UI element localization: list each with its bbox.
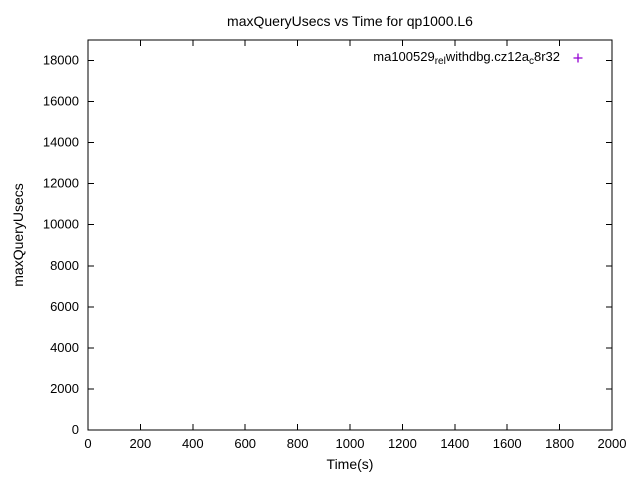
legend-label-segment: withdbg.cz12a — [445, 49, 529, 64]
legend-label-segment: ma100529 — [373, 49, 435, 64]
x-tick-label: 800 — [287, 436, 309, 451]
y-tick-label: 4000 — [50, 340, 79, 355]
chart-title: maxQueryUsecs vs Time for qp1000.L6 — [227, 13, 473, 29]
x-tick-label: 0 — [84, 436, 91, 451]
plot-border — [87, 39, 613, 431]
x-tick-label: 1800 — [545, 436, 574, 451]
legend-plus-marker-icon — [573, 53, 583, 63]
y-tick-label: 0 — [72, 422, 79, 437]
x-tick-label: 200 — [130, 436, 152, 451]
y-tick-label: 8000 — [50, 258, 79, 273]
x-tick-label: 400 — [182, 436, 204, 451]
legend-label: ma100529relwithdbg.cz12ac8r32 — [373, 49, 560, 67]
x-tick-label: 2000 — [598, 436, 627, 451]
legend-label-segment: 8r32 — [533, 49, 560, 64]
x-tick-label: 1400 — [440, 436, 469, 451]
legend-label-segment: rel — [434, 56, 446, 67]
y-axis-label: maxQueryUsecs — [10, 183, 26, 287]
y-tick-label: 14000 — [43, 135, 79, 150]
x-tick-label: 1200 — [388, 436, 417, 451]
legend: ma100529relwithdbg.cz12ac8r32 — [373, 49, 584, 67]
y-tick-label: 2000 — [50, 381, 79, 396]
x-tick-label: 600 — [234, 436, 256, 451]
x-tick-label: 1000 — [336, 436, 365, 451]
y-tick-label: 18000 — [43, 53, 79, 68]
y-tick-label: 12000 — [43, 176, 79, 191]
y-tick-label: 16000 — [43, 94, 79, 109]
legend-label-segment: c — [528, 56, 534, 67]
y-tick-label: 6000 — [50, 299, 79, 314]
x-axis-label: Time(s) — [326, 456, 374, 472]
y-tick-label: 10000 — [43, 217, 79, 232]
axis-ticks — [87, 40, 613, 431]
x-tick-label: 1600 — [493, 436, 522, 451]
